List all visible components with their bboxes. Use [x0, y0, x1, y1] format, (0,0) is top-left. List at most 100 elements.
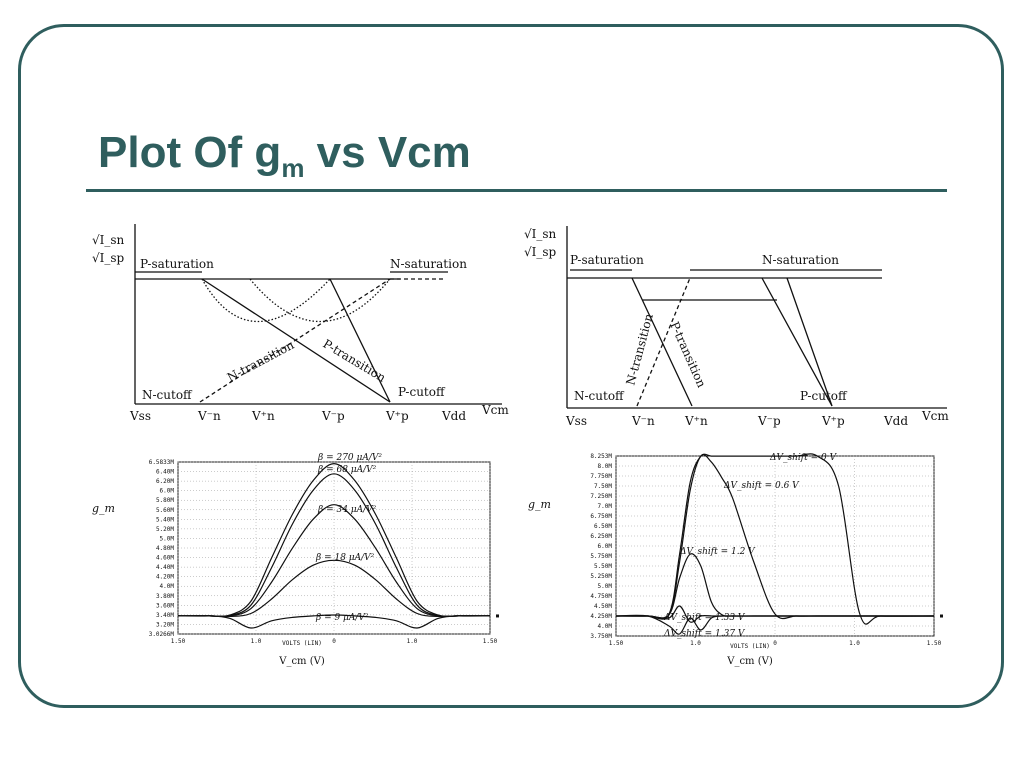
x-tick-label: 1.0 [849, 640, 860, 647]
end-marker [496, 614, 499, 618]
series-label-3: ΔV_shift = 1.2 V [679, 547, 756, 557]
title-main: Plot Of g [98, 128, 282, 177]
y-tick-label: 6.0M [160, 488, 175, 495]
x-tick-label: 1.50 [171, 638, 186, 645]
y-tick-label: 6.50M [594, 523, 612, 530]
right-n-transition-label: N-transition [623, 312, 656, 387]
y-tick-label: 7.250M [590, 493, 612, 500]
left-chart-xlabel: V_cm (V) [278, 656, 325, 667]
x-tick-label: 1.50 [483, 638, 498, 645]
left-n-saturation-label: N-saturation [390, 257, 467, 271]
y-tick-label: 8.0M [598, 463, 613, 470]
left-n-transition-label: N-transition [225, 338, 297, 385]
series-label-1: ΔV_shift = 0 V [769, 453, 838, 463]
title-rule [86, 189, 947, 192]
right-n-transition-line [636, 277, 691, 407]
left-xtick-0: Vss [129, 409, 151, 423]
left-xtick-2: V⁺n [251, 409, 275, 423]
left-xtick-1: V⁻n [197, 409, 221, 423]
left-xlabel: Vcm [481, 403, 509, 417]
right-gm-chart: g_m VOLTS (LIN) V_cm (V) 8.253M 8.0M 7.750… [528, 453, 943, 667]
y-tick-label: 6.5833M [149, 459, 175, 466]
x-tick-label: 0 [332, 638, 336, 645]
y-tick-label: 7.50M [594, 483, 612, 490]
series-line-1 [177, 462, 491, 617]
y-tick-label: 6.40M [156, 469, 174, 476]
series-label-4: β = 18 μA/V² [315, 553, 375, 563]
end-marker [940, 614, 943, 618]
y-tick-label: 4.40M [156, 564, 174, 571]
y-tick-label: 5.40M [156, 516, 174, 523]
left-transistor-diagram: √I_sn √I_sp P-saturation N-saturation N-… [92, 224, 509, 423]
y-tick-label: 7.750M [590, 473, 612, 480]
left-dotted-arc-2 [249, 278, 391, 323]
y-tick-label: 6.750M [590, 513, 612, 520]
right-chart-axis-caption: VOLTS (LIN) [730, 643, 770, 650]
right-transistor-diagram: √I_sn √I_sp P-saturation N-saturation N-… [524, 226, 949, 428]
right-ylabel-bottom: √I_sp [524, 245, 557, 259]
slide-title: Plot Of gm vs Vcm [98, 128, 471, 184]
left-xtick-3: V⁻p [321, 409, 345, 423]
title-subscript: m [281, 153, 305, 183]
series-label-5: ΔV_shift = 1.37 V [663, 629, 746, 639]
series-label-2: ΔV_shift = 0.6 V [723, 481, 800, 491]
right-xtick-5: Vdd [883, 414, 908, 428]
right-p-falloff [761, 277, 833, 407]
right-xtick-1: V⁻n [631, 414, 655, 428]
series-line-2 [177, 473, 491, 617]
y-tick-label: 5.0M [598, 583, 613, 590]
series-line-5 [615, 614, 934, 635]
right-p-cutoff-label: P-cutoff [800, 389, 848, 403]
series-line-5 [177, 614, 491, 629]
y-tick-label: 3.40M [156, 612, 174, 619]
y-tick-label: 4.50M [594, 603, 612, 610]
right-chart-xlabel: V_cm (V) [726, 656, 773, 667]
series-line-1 [615, 453, 935, 625]
left-ylabel-top: √I_sn [92, 233, 125, 247]
y-tick-label: 3.750M [590, 633, 612, 640]
left-p-saturation-label: P-saturation [140, 257, 214, 271]
y-tick-label: 6.20M [156, 478, 174, 485]
y-tick-label: 3.0266M [149, 631, 175, 638]
y-tick-label: 4.0M [160, 583, 175, 590]
y-tick-label: 5.250M [590, 573, 612, 580]
y-tick-label: 4.60M [156, 555, 174, 562]
y-tick-label: 4.750M [590, 593, 612, 600]
left-ylabel-bottom: √I_sp [92, 251, 125, 265]
y-tick-label: 7.0M [598, 503, 613, 510]
right-n-cutoff-label: N-cutoff [574, 389, 625, 403]
series-label-4: ΔV_shift = 1.33 V [663, 613, 746, 623]
y-tick-label: 3.60M [156, 602, 174, 609]
right-p-transition-line [631, 277, 693, 407]
series-line-3 [178, 504, 490, 618]
right-n-saturation-label: N-saturation [762, 253, 839, 267]
x-tick-label: 1.50 [609, 640, 624, 647]
y-tick-label: 5.50M [594, 563, 612, 570]
left-n-transition-line [199, 278, 391, 403]
x-tick-label: 1.0 [407, 638, 418, 645]
left-gm-chart: g_m VOLTS (LIN) V_cm (V) 6.5833M 6.40M 6.2… [92, 453, 499, 667]
right-xtick-2: V⁺n [684, 414, 708, 428]
left-p-transition-steep [329, 278, 391, 403]
y-tick-label: 4.0M [598, 623, 613, 630]
y-tick-label: 4.20M [156, 574, 174, 581]
left-p-cutoff-label: P-cutoff [398, 385, 446, 399]
left-n-cutoff-label: N-cutoff [142, 388, 193, 402]
right-xtick-4: V⁺p [821, 414, 845, 428]
series-label-5: β = 9 μA/V² [315, 613, 369, 623]
y-tick-label: 4.250M [590, 613, 612, 620]
title-tail: vs Vcm [304, 128, 471, 177]
series-line-4 [178, 559, 490, 618]
y-tick-label: 6.250M [590, 533, 612, 540]
y-tick-label: 3.80M [156, 593, 174, 600]
left-dotted-arc-1 [201, 278, 331, 323]
y-tick-label: 5.20M [156, 526, 174, 533]
y-tick-label: 8.253M [590, 453, 612, 460]
series-label-3: β = 34 μA/V² [317, 505, 377, 515]
y-tick-label: 5.0M [160, 535, 175, 542]
x-tick-label: 1.0 [690, 640, 701, 647]
x-tick-label: 1.50 [927, 640, 942, 647]
y-tick-label: 5.750M [590, 553, 612, 560]
left-xtick-5: Vdd [441, 409, 466, 423]
right-p-saturation-label: P-saturation [570, 253, 644, 267]
